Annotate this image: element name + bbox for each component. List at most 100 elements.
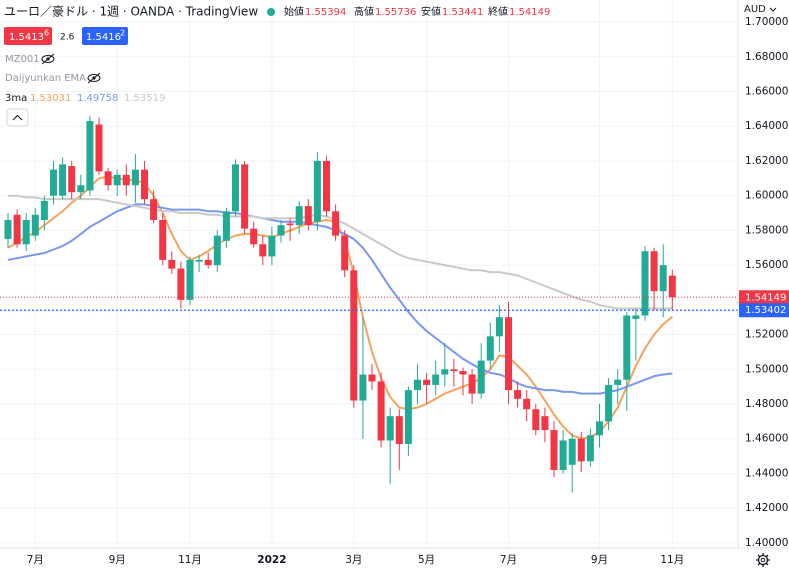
- candle-body: [386, 416, 394, 441]
- y-tick-label: 1.42000: [745, 502, 788, 514]
- candle-body: [268, 235, 276, 257]
- market-status[interactable]: [267, 8, 275, 16]
- x-tick-label: 9月: [109, 554, 126, 566]
- x-tick-label: 7月: [500, 554, 517, 566]
- candle-body: [623, 315, 631, 380]
- candle-body: [441, 369, 449, 375]
- candle-body: [241, 164, 249, 229]
- price-line-label: 1.53402: [745, 305, 786, 316]
- x-tick-label: 2022: [257, 554, 286, 566]
- candle-body: [40, 200, 48, 220]
- y-tick-label: 1.66000: [745, 85, 788, 97]
- visibility-icon[interactable]: [41, 53, 55, 65]
- candle-body: [286, 223, 294, 226]
- candle-body: [104, 171, 112, 186]
- ohlc-label: 終値: [488, 5, 508, 18]
- candle-body: [341, 235, 349, 271]
- currency-dropdown[interactable]: [769, 7, 777, 12]
- candle-body: [277, 225, 285, 236]
- spread: 2.6: [60, 33, 75, 43]
- candle-body: [559, 440, 567, 470]
- y-tick-label: 1.68000: [745, 51, 788, 63]
- candle-body: [350, 270, 358, 401]
- candle-body: [486, 336, 494, 361]
- candle-body: [586, 435, 594, 462]
- candle-body: [668, 275, 676, 298]
- candle-body: [13, 214, 21, 245]
- candle-body: [404, 390, 412, 444]
- x-tick-label: 7月: [27, 554, 44, 566]
- buy-price[interactable]: 1.5416: [86, 32, 121, 43]
- y-tick-label: 1.60000: [745, 190, 788, 202]
- ohlc-value: 1.53441: [442, 7, 483, 18]
- candle-body: [150, 199, 158, 220]
- ma-value: 1.53519: [124, 93, 165, 104]
- candle-body: [368, 374, 376, 382]
- ohlc-value: 1.54149: [509, 7, 550, 18]
- indicator-name[interactable]: Daijyunkan EMA: [5, 73, 86, 84]
- ohlc-label: 安値: [421, 5, 441, 18]
- x-tick-label: 5月: [418, 554, 435, 566]
- y-tick-label: 1.58000: [745, 224, 788, 236]
- candle-body: [505, 317, 512, 391]
- sell-pip[interactable]: 6: [44, 29, 49, 38]
- last-price-label: 1.54149: [745, 292, 786, 303]
- candle-body: [295, 206, 303, 226]
- sell-button[interactable]: [4, 27, 52, 45]
- y-tick-label: 1.64000: [745, 120, 788, 132]
- buy-button[interactable]: [82, 27, 128, 45]
- y-tick-label: 1.62000: [745, 155, 788, 167]
- candle-body: [131, 169, 139, 186]
- ohlc-label: 高値: [354, 5, 374, 18]
- y-tick-label: 1.40000: [745, 537, 788, 549]
- y-tick-label: 1.48000: [745, 398, 788, 410]
- ma-label[interactable]: 3ma: [5, 93, 27, 104]
- y-tick-label: 1.52000: [745, 329, 788, 341]
- y-tick-label: 1.44000: [745, 467, 788, 479]
- candle-body: [550, 430, 558, 470]
- candle-body: [395, 416, 403, 444]
- candle-body: [605, 384, 613, 422]
- candle-body: [122, 174, 130, 186]
- visibility-icon[interactable]: [87, 72, 101, 84]
- candle-body: [377, 381, 385, 441]
- candle-body: [168, 259, 176, 269]
- candle-body: [432, 374, 440, 385]
- candle-body: [222, 211, 230, 241]
- candle-body: [568, 438, 576, 465]
- candle-body: [4, 219, 12, 240]
- candle-body: [31, 214, 39, 236]
- candle-body: [532, 409, 540, 431]
- x-tick-label: 11月: [178, 554, 202, 566]
- candle-body: [650, 251, 658, 292]
- candle-body: [195, 259, 203, 262]
- candle-body: [541, 416, 549, 431]
- candle-body: [632, 315, 640, 319]
- candle-body: [159, 219, 167, 260]
- candle-body: [22, 219, 30, 245]
- candle-body: [523, 398, 531, 410]
- candle-body: [77, 185, 85, 193]
- x-tick-label: 11月: [660, 554, 684, 566]
- candle-body: [450, 369, 458, 372]
- indicator-name[interactable]: MZ001: [5, 54, 40, 65]
- candle-body: [468, 374, 476, 394]
- ma-line: [8, 194, 673, 310]
- currency-label[interactable]: AUD: [744, 4, 766, 15]
- ohlc-label: 始値: [284, 5, 304, 18]
- x-tick-label: 9月: [591, 554, 608, 566]
- candle-body: [232, 164, 239, 212]
- y-tick-label: 1.46000: [745, 433, 788, 445]
- sell-price[interactable]: 1.5413: [9, 32, 44, 43]
- settings-icon[interactable]: [756, 553, 770, 567]
- candle-body: [577, 438, 585, 462]
- candle-body: [186, 259, 194, 300]
- candle-body: [204, 259, 212, 266]
- candle-body: [596, 421, 603, 436]
- candle-body: [250, 228, 258, 245]
- buy-pip[interactable]: 2: [120, 29, 125, 38]
- collapse-button[interactable]: [6, 108, 29, 127]
- y-tick-label: 1.70000: [745, 16, 788, 28]
